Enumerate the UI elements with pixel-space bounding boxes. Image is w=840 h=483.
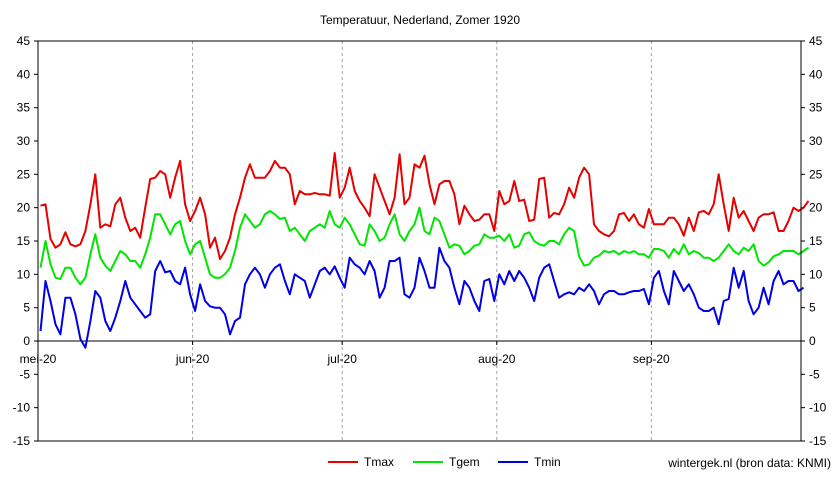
y-tick-label-left: -5: [19, 367, 30, 381]
x-tick-label: jun-20: [175, 352, 210, 366]
y-tick-label-left: 15: [17, 234, 31, 248]
y-tick-label-right: -15: [809, 434, 827, 448]
y-tick-label-left: -15: [13, 434, 31, 448]
legend: Tmax Tgem Tmin: [328, 455, 561, 469]
y-tick-label-right: -10: [809, 401, 827, 415]
y-tick-label-right: -5: [809, 367, 820, 381]
y-tick-label-right: 15: [809, 234, 823, 248]
x-axis: mei-20 jun-20 jul-20 aug-20 sep-20: [20, 340, 801, 366]
y-tick-label-left: 45: [17, 34, 31, 48]
y-axis-left: -15 -10 -5 0 5 10 15 20 25 30 35 40 45: [13, 34, 38, 448]
y-tick-label-right: 0: [809, 334, 816, 348]
y-tick-label-right: 10: [809, 267, 823, 281]
y-tick-label-right: 25: [809, 167, 823, 181]
grid-lines: [192, 41, 652, 441]
chart-title: Temperatuur, Nederland, Zomer 1920: [320, 13, 520, 27]
series-line-tmin: [39, 246, 805, 349]
x-tick-label: sep-20: [633, 352, 670, 366]
legend-label-tgem: Tgem: [449, 455, 480, 469]
y-tick-label-left: 25: [17, 167, 31, 181]
y-tick-label-left: 0: [23, 334, 30, 348]
plot-area-border: [37, 40, 802, 442]
y-tick-label-left: 20: [17, 201, 31, 215]
y-tick-label-left: 5: [23, 301, 30, 315]
series-line-tmax: [40, 152, 810, 260]
series-line-tgem: [39, 206, 810, 286]
y-tick-label-left: -10: [13, 401, 31, 415]
y-tick-label-right: 5: [809, 301, 816, 315]
y-tick-label-left: 40: [17, 67, 31, 81]
x-tick-label: jul-20: [327, 352, 358, 366]
y-tick-label-left: 10: [17, 267, 31, 281]
y-axis-right: -15 -10 -5 0 5 10 15 20 25 30 35 40 45: [801, 34, 827, 448]
y-tick-label-right: 40: [809, 67, 823, 81]
y-tick-label-right: 30: [809, 134, 823, 148]
legend-label-tmax: Tmax: [364, 455, 394, 469]
y-tick-label-right: 45: [809, 34, 823, 48]
credit-text: wintergek.nl (bron data: KNMI): [667, 456, 831, 470]
legend-label-tmin: Tmin: [534, 455, 561, 469]
y-tick-label-left: 30: [17, 134, 31, 148]
plot-frame: [37, 40, 802, 442]
y-tick-label-right: 35: [809, 101, 823, 115]
series-lines: [39, 152, 810, 349]
x-tick-label: aug-20: [478, 352, 516, 366]
y-tick-label-right: 20: [809, 201, 823, 215]
y-tick-label-left: 35: [17, 101, 31, 115]
